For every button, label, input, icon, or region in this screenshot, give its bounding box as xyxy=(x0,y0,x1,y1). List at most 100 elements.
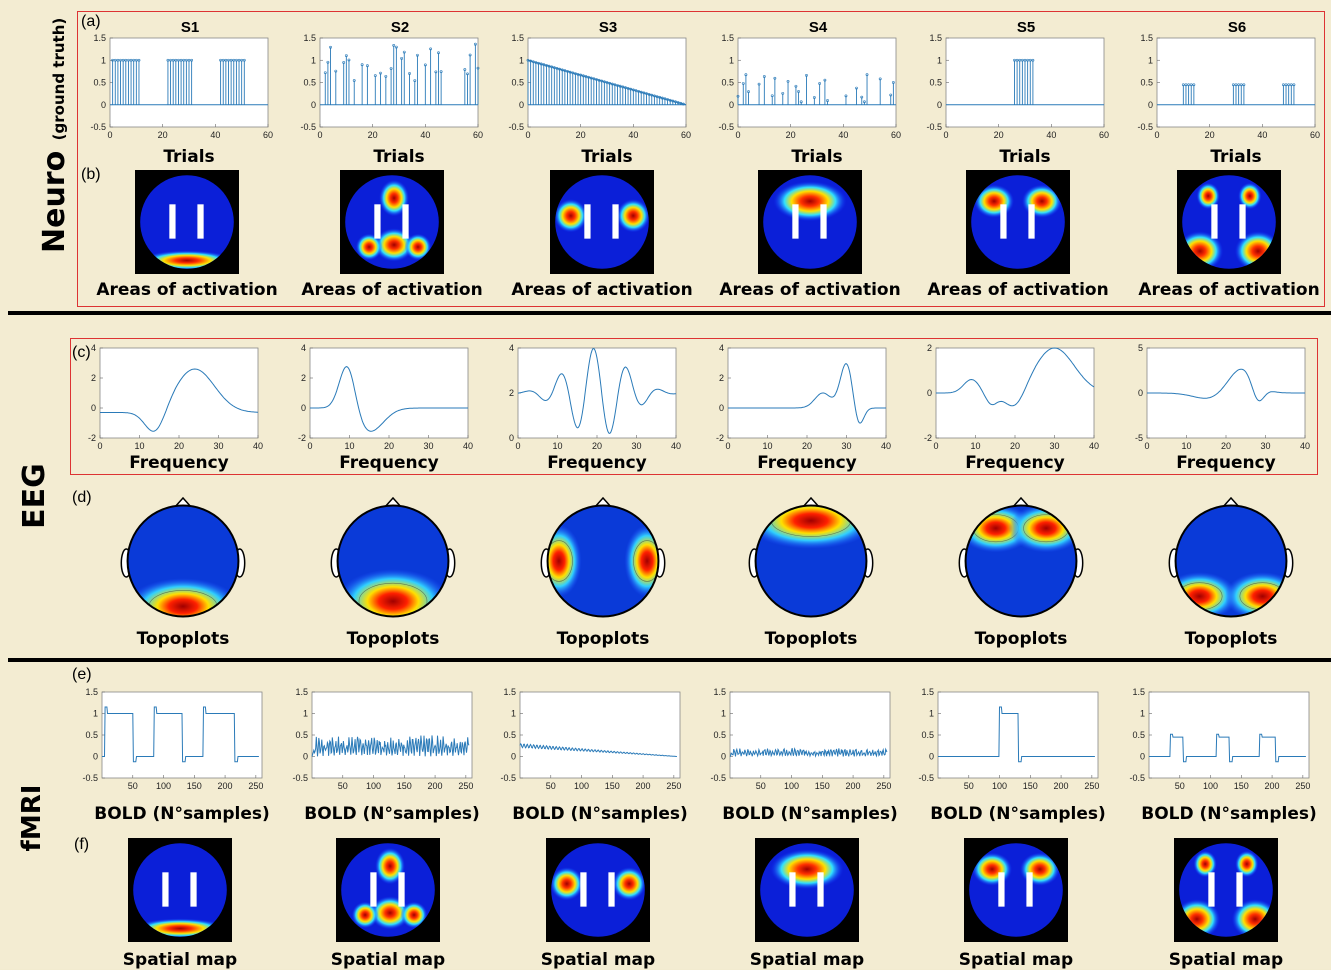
y-tick-label: 2 xyxy=(927,343,932,353)
spectrum-line xyxy=(1147,368,1305,402)
stem-marker xyxy=(229,58,233,62)
scalp-outline xyxy=(1174,504,1288,618)
bold-line xyxy=(102,706,259,763)
stem-marker xyxy=(1239,83,1243,87)
activation-blob xyxy=(140,250,234,269)
x-tick-label: 50 xyxy=(756,781,766,791)
spectrum-4-axes xyxy=(727,347,887,439)
activation-blob xyxy=(379,179,410,217)
activation-blob xyxy=(1193,850,1217,878)
trials-4-axes xyxy=(737,37,897,128)
spatial-map-5 xyxy=(964,838,1068,942)
panel-letter-b: (b) xyxy=(81,166,101,183)
x-tick-label: 50 xyxy=(128,781,138,791)
activation-blob xyxy=(1019,852,1060,886)
y-tick-label: 1 xyxy=(721,709,726,719)
x-tick-label: 0 xyxy=(933,441,938,451)
stem-marker xyxy=(169,58,172,62)
stem-marker xyxy=(219,58,223,62)
spectrum-plot-2: 0 10 20 30 40 -2 0 2 4 xyxy=(298,343,473,451)
stem-marker xyxy=(323,71,327,75)
y-tick-label: 1.5 xyxy=(93,33,106,43)
y-tick-label: 1 xyxy=(93,709,98,719)
marker-right xyxy=(817,872,824,907)
stem-marker xyxy=(1282,83,1285,87)
y-tick-label: -2 xyxy=(298,433,306,443)
head-disc xyxy=(133,843,227,937)
y-tick-label: 0 xyxy=(719,403,724,413)
x-tick-label: 0 xyxy=(1144,441,1149,451)
stem-marker xyxy=(650,93,654,97)
stem-marker xyxy=(589,76,593,80)
bold-3-axes xyxy=(519,691,681,779)
x-tick-label: 10 xyxy=(552,441,562,451)
y-tick-label: 0.5 xyxy=(303,78,316,88)
x-tick-label: 20 xyxy=(802,441,812,451)
x-tick-label: 10 xyxy=(762,441,772,451)
stem-marker xyxy=(605,81,609,84)
stem-marker xyxy=(466,72,469,76)
spectrum-line xyxy=(310,366,468,432)
frequency-label-1: Frequency xyxy=(129,453,229,473)
stem-marker xyxy=(1189,83,1193,87)
stem-marker xyxy=(563,69,567,73)
topoplot-1 xyxy=(120,494,246,620)
spectrum-2-axes xyxy=(309,347,469,439)
spectrum-plot-5: 0 10 20 30 40 -2 0 2 xyxy=(924,343,1099,451)
frequency-label-5: Frequency xyxy=(965,453,1065,473)
topoplot-4 xyxy=(748,494,874,620)
fmri-section-label: fMRI xyxy=(17,778,53,858)
y-tick-label: 0 xyxy=(91,403,96,413)
trials-label-6: Trials xyxy=(1210,147,1262,167)
trials-label-5: Trials xyxy=(999,147,1051,167)
stem-marker xyxy=(889,93,893,97)
stem-marker xyxy=(468,53,472,57)
x-tick-label: 250 xyxy=(876,781,891,791)
scalp xyxy=(547,505,659,617)
stem-marker xyxy=(242,58,246,62)
y-tick-label: 0 xyxy=(101,100,106,110)
x-tick-label: 40 xyxy=(671,441,681,451)
stem-marker xyxy=(473,42,477,46)
stem-marker xyxy=(674,100,677,104)
y-tick-label: -0.5 xyxy=(718,122,734,132)
bold-label-1: BOLD (N°samples) xyxy=(94,804,270,824)
activation-blob xyxy=(1196,182,1220,210)
bold-line xyxy=(311,735,470,757)
topo-blob xyxy=(127,578,239,617)
stem-marker xyxy=(865,73,869,77)
head-disc xyxy=(140,175,234,269)
y-tick-label: -2 xyxy=(88,433,96,443)
nose xyxy=(1012,496,1030,508)
bold-plot-2: 50 100 150 200 250 -0.5 0 0.5 1 1.5 xyxy=(292,687,473,791)
x-tick-label: 200 xyxy=(846,781,861,791)
panel-letter-c: (c) xyxy=(72,344,91,361)
stem-marker xyxy=(597,78,601,82)
marker-left xyxy=(162,872,169,907)
stem-marker xyxy=(634,89,638,93)
x-tick-label: 50 xyxy=(338,781,348,791)
x-tick-label: 30 xyxy=(423,441,433,451)
stem-marker xyxy=(576,72,580,76)
x-tick-label: 0 xyxy=(735,130,740,140)
stem-marker xyxy=(224,58,228,62)
stem-marker xyxy=(237,58,241,62)
y-tick-label: 0 xyxy=(519,100,524,110)
stem-marker xyxy=(182,58,186,62)
stem-marker xyxy=(863,100,866,104)
y-tick-label: 0 xyxy=(1138,388,1143,398)
marker-right xyxy=(608,872,615,907)
stem-marker xyxy=(584,75,588,78)
x-tick-label: 0 xyxy=(307,441,312,451)
neuro-section-label: Neuro (ground truth) xyxy=(37,18,73,253)
stem-marker xyxy=(757,82,761,86)
marker-left xyxy=(374,204,381,239)
activation-blob xyxy=(1238,182,1262,210)
areas-label-3: Areas of activation xyxy=(511,280,693,300)
y-tick-label: 0 xyxy=(927,388,932,398)
x-tick-label: 150 xyxy=(1023,781,1038,791)
stem-marker xyxy=(232,58,236,62)
y-tick-label: -0.5 xyxy=(82,773,98,783)
x-tick-label: 60 xyxy=(473,130,483,140)
stem-marker xyxy=(179,58,183,62)
